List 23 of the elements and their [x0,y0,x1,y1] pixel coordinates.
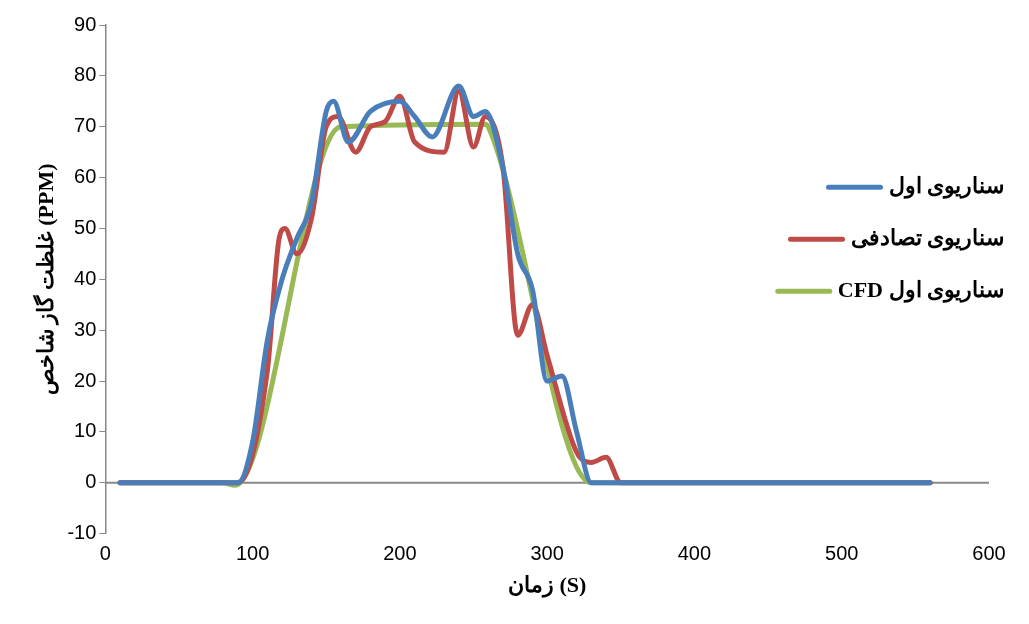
y-tick-label: 10 [74,419,97,442]
y-axis-title: غلظت گاز شاخص (PPM) [31,163,59,396]
x-tick-label: 600 [972,542,1006,565]
legend-label: سناریوی تصادفی [850,224,1004,251]
legend-label: سناریوی اول CFD [837,276,1004,303]
legend-label: سناریوی اول [888,172,1004,199]
y-tick-label: -10 [67,521,97,544]
x-tick-label: 400 [677,542,712,565]
x-tick-label: 300 [530,542,564,565]
y-tick-label: 80 [74,63,97,86]
x-axis-title: زمان (S) [507,572,587,599]
y-tick-label: 30 [74,317,97,340]
x-tick-label: 100 [235,542,270,565]
y-tick-label: 40 [74,266,97,289]
x-tick-label: 500 [825,542,859,565]
x-tick-label: 0 [99,542,111,565]
y-tick-label: 20 [74,368,97,391]
y-tick-label: 90 [74,12,97,35]
x-tick-label: 200 [383,542,417,565]
y-tick-label: 0 [85,470,97,493]
y-tick-label: 50 [74,215,97,238]
y-tick-label: 70 [74,114,97,137]
y-tick-label: 60 [74,165,97,188]
